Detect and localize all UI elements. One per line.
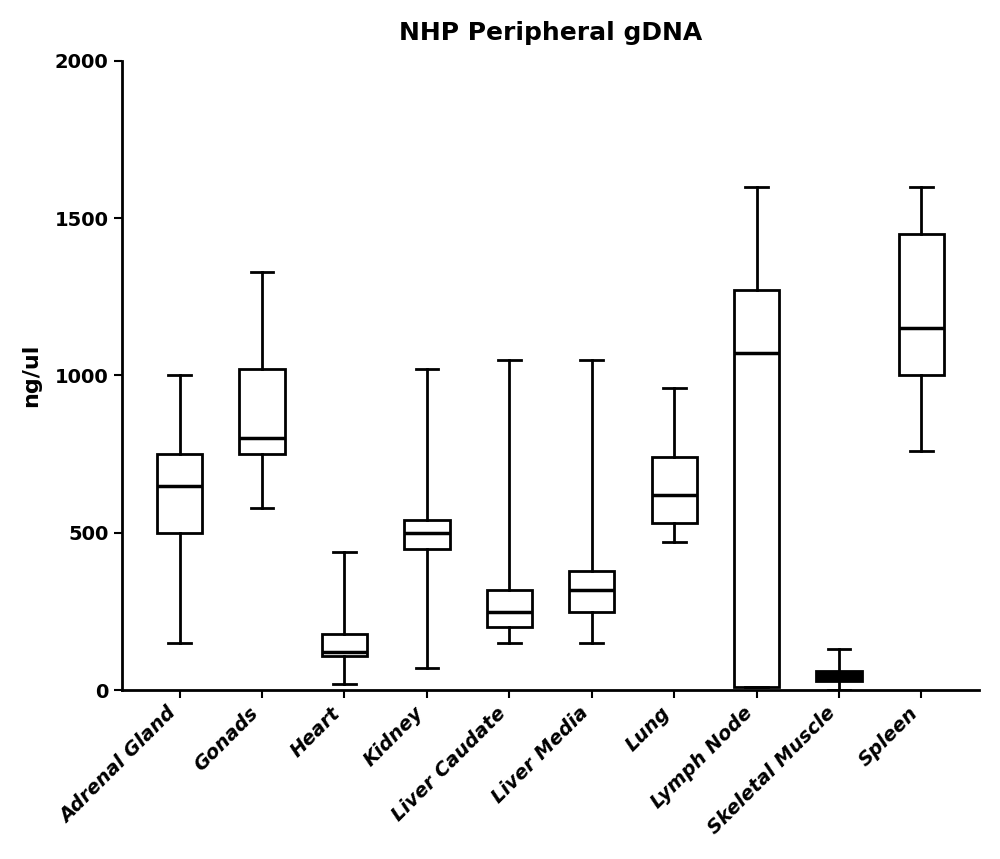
PathPatch shape xyxy=(734,290,779,687)
PathPatch shape xyxy=(816,672,862,681)
PathPatch shape xyxy=(157,454,202,533)
Title: NHP Peripheral gDNA: NHP Peripheral gDNA xyxy=(399,21,702,45)
PathPatch shape xyxy=(652,457,697,523)
PathPatch shape xyxy=(569,570,614,612)
Y-axis label: ng/ul: ng/ul xyxy=(21,344,41,407)
PathPatch shape xyxy=(404,521,450,549)
PathPatch shape xyxy=(899,234,944,375)
PathPatch shape xyxy=(239,369,285,454)
PathPatch shape xyxy=(322,634,367,655)
PathPatch shape xyxy=(487,589,532,627)
